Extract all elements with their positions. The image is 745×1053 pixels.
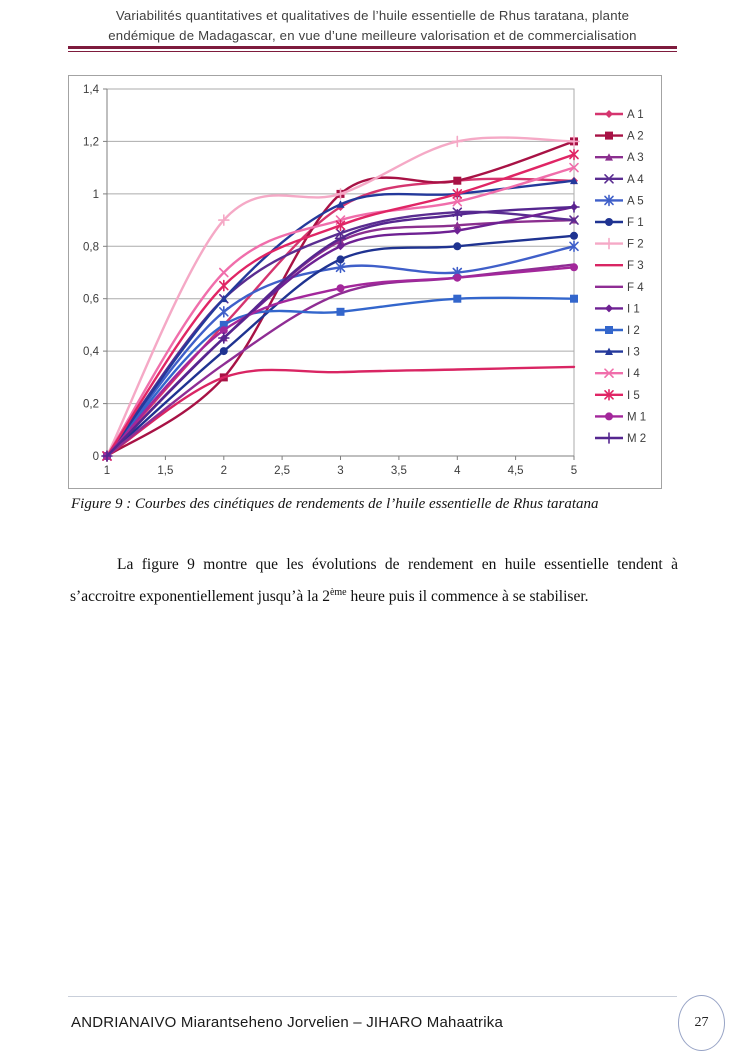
series-marker-i-3 xyxy=(336,200,345,208)
legend-label-m-2: M 2 xyxy=(627,433,646,445)
x-tick-label: 4,5 xyxy=(508,465,524,477)
x-tick-label: 3,5 xyxy=(391,465,407,477)
y-tick-label: 0,4 xyxy=(83,346,100,358)
series-line-a-2 xyxy=(105,140,576,458)
y-tick-label: 1,2 xyxy=(83,136,99,148)
header-line1: Variabilités quantitatives et qualitativ… xyxy=(115,8,630,23)
legend-marker-i-3 xyxy=(605,347,613,355)
series-line-f-2 xyxy=(105,136,576,458)
legend-label-a-1: A 1 xyxy=(627,109,644,121)
x-tick-label: 1 xyxy=(104,465,110,477)
legend-label-f-4: F 4 xyxy=(627,282,644,294)
paragraph-part2: heure puis il commence à se stabiliser. xyxy=(346,588,589,605)
footer-authors: ANDRIANAIVO Miarantseheno Jorvelien – JI… xyxy=(71,1014,503,1031)
page-number-badge: 27 xyxy=(678,995,725,1051)
series-marker-m-1 xyxy=(453,273,462,282)
x-tick-label: 2,5 xyxy=(274,465,290,477)
series-line-a-5 xyxy=(105,245,576,458)
x-tick-label: 5 xyxy=(571,465,577,477)
series-marker-m-1 xyxy=(219,326,228,335)
series-marker-a-2 xyxy=(453,176,462,185)
legend-label-a-2: A 2 xyxy=(627,131,644,143)
legend-marker-a-1 xyxy=(605,110,613,118)
y-tick-label: 0,2 xyxy=(83,399,99,411)
kinetics-line-chart: 0 0,2 0,4 0,6 0,8 1 1,2 1,4 1 1,5 2 2,5 3 3,5 4 4,5 5 A 1… xyxy=(83,84,646,477)
y-tick-label: 0,6 xyxy=(83,294,99,306)
legend-label-i-5: I 5 xyxy=(627,390,640,402)
legend-marker-f-1 xyxy=(605,218,613,226)
x-tick-label: 3 xyxy=(337,465,343,477)
series-marker-i-2 xyxy=(453,294,462,303)
figure-9-chart: 0 0,2 0,4 0,6 0,8 1 1,2 1,4 1 1,5 2 2,5 3 3,5 4 4,5 5 A 1… xyxy=(68,75,662,489)
series-marker-f-1 xyxy=(336,255,345,264)
legend-label-i-4: I 4 xyxy=(627,368,640,380)
legend-label-i-2: I 2 xyxy=(627,325,640,337)
series-marker-f-1 xyxy=(453,242,462,251)
legend-marker-i-1 xyxy=(605,304,613,313)
series-line-m-1 xyxy=(105,266,576,458)
x-tick-label: 1,5 xyxy=(157,465,173,477)
figure-caption: Figure 9 : Courbes des cinétiques de ren… xyxy=(71,496,599,512)
legend-label-f-2: F 2 xyxy=(627,239,644,251)
series-marker-i-4 xyxy=(452,196,463,207)
y-tick-label: 0,8 xyxy=(83,241,99,253)
series-line-i-3 xyxy=(105,179,576,458)
x-tick-label: 4 xyxy=(454,465,461,477)
series-line-m-2 xyxy=(105,205,576,458)
body-paragraph: La figure 9 montre que les évolutions de… xyxy=(70,549,678,613)
legend-label-m-1: M 1 xyxy=(627,411,646,423)
legend-marker-i-4 xyxy=(604,368,614,379)
series-marker-i-1 xyxy=(453,226,462,235)
series-marker-i-3 xyxy=(570,176,578,185)
legend-label-i-1: I 1 xyxy=(627,303,640,315)
series-marker-a-3 xyxy=(453,221,462,229)
legend-label-i-3: I 3 xyxy=(627,347,640,359)
legend-marker-a-4 xyxy=(604,174,614,184)
legend-label-f-3: F 3 xyxy=(627,260,644,272)
legend-marker-a-3 xyxy=(605,153,613,161)
legend-label-f-1: F 1 xyxy=(627,217,644,229)
series-marker-i-4 xyxy=(569,162,579,173)
series-marker-m-1 xyxy=(570,263,578,272)
y-tick-label: 0 xyxy=(93,451,99,463)
series-marker-i-2 xyxy=(219,320,228,329)
series-line-a-1 xyxy=(105,177,576,458)
series-marker-a-4 xyxy=(569,215,579,225)
page-header: Variabilités quantitatives et qualitativ… xyxy=(68,6,677,45)
y-tick-label: 1,4 xyxy=(83,84,100,96)
series-marker-i-4 xyxy=(219,267,229,278)
legend-label-a-3: A 3 xyxy=(627,152,644,164)
series-marker-i-3 xyxy=(219,294,228,303)
series-line-i-2 xyxy=(105,296,576,458)
legend-marker-i-2 xyxy=(605,326,613,334)
x-tick-label: 2 xyxy=(221,465,227,477)
series-line-i-5 xyxy=(105,153,576,458)
series-marker-f-1 xyxy=(219,347,228,356)
legend-marker-a-2 xyxy=(605,131,613,140)
series-line-i-4 xyxy=(105,166,576,458)
series-marker-i-2 xyxy=(570,294,578,303)
legend-label-a-4: A 4 xyxy=(627,174,644,186)
series-marker-m-1 xyxy=(336,284,345,293)
paragraph-superscript: ème xyxy=(329,586,347,598)
footer-rule xyxy=(68,996,677,997)
series-line-f-1 xyxy=(105,234,576,458)
header-rule-thick xyxy=(68,46,677,49)
header-line2: endémique de Madagascar, en vue d’une me… xyxy=(108,27,637,43)
series-line-f-3 xyxy=(105,365,576,458)
paragraph-part1: La figure 9 montre que les évolutions de… xyxy=(70,556,678,605)
series-marker-i-1 xyxy=(336,242,345,251)
series-marker-i-2 xyxy=(336,307,345,316)
legend-marker-m-1 xyxy=(605,412,613,421)
page-number: 27 xyxy=(694,1015,709,1030)
header-rule-thin xyxy=(68,51,677,52)
legend-label-a-5: A 5 xyxy=(627,195,644,207)
y-tick-label: 1 xyxy=(93,189,99,201)
series-marker-f-1 xyxy=(570,231,578,240)
